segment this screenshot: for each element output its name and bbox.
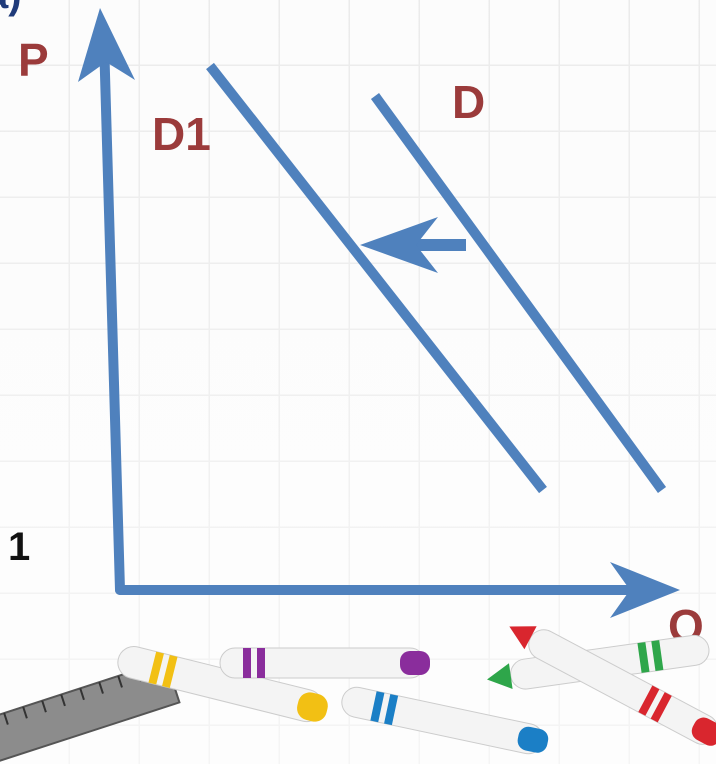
axes (99, 35, 645, 595)
demand-line-d1 (206, 62, 547, 494)
shift-arrowhead (360, 217, 438, 273)
p-axis-label: P (18, 34, 49, 86)
demand-line-d (370, 93, 667, 493)
corner-label: a) (0, 0, 22, 17)
d1-label: D1 (152, 108, 211, 160)
decoration (0, 626, 716, 764)
marker-red (509, 626, 716, 746)
marker-blue (341, 686, 549, 755)
marker-yellow (117, 645, 328, 723)
q-arrowhead (610, 562, 680, 618)
side-number: 1 (8, 525, 30, 569)
d-label: D (452, 76, 485, 128)
p-axis (99, 35, 125, 595)
marker-purple (219, 647, 430, 679)
p-arrowhead (78, 8, 135, 82)
